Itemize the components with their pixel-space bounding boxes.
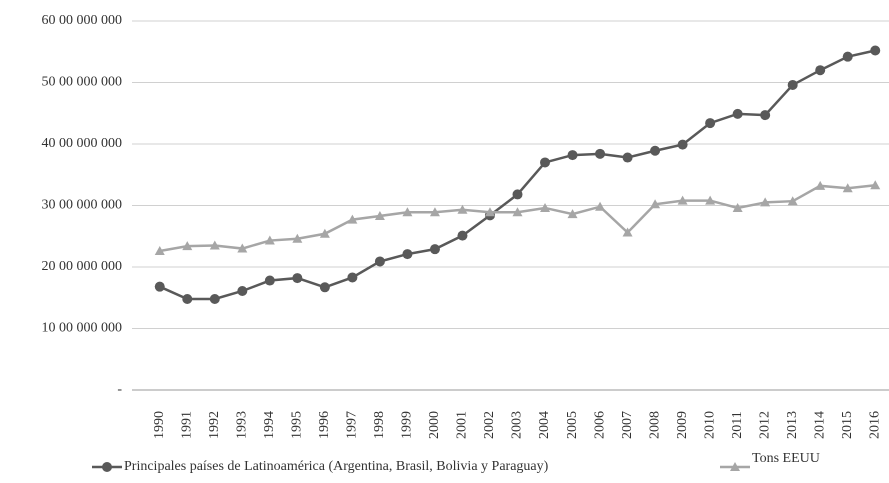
point [154, 281, 165, 292]
x-tick-label: 2006 [592, 411, 607, 439]
x-tick-label: 1990 [152, 411, 167, 439]
point [760, 110, 771, 121]
y-tick-label: 40 00 000 000 [42, 136, 123, 151]
point [292, 233, 303, 243]
y-tick-label: 50 00 000 000 [42, 75, 123, 90]
point [622, 227, 633, 237]
x-tick-label: 2016 [867, 411, 882, 439]
point [182, 293, 193, 304]
y-tick-label: 30 00 000 000 [42, 198, 123, 213]
point [512, 207, 523, 217]
point [540, 157, 551, 168]
point [650, 199, 661, 209]
y-tick-label: 10 00 000 000 [42, 321, 123, 336]
point [705, 195, 716, 205]
point [457, 204, 468, 214]
point [347, 272, 358, 283]
point [209, 240, 220, 250]
point [429, 244, 440, 255]
point [870, 180, 881, 190]
point [374, 256, 385, 267]
x-tick-label: 2013 [785, 411, 800, 439]
point [154, 246, 165, 256]
x-tick-label: 1997 [345, 411, 360, 439]
legend-marker [102, 462, 112, 472]
x-tick-label: 2010 [702, 411, 717, 439]
x-tick-label: 2003 [510, 411, 525, 439]
point [402, 249, 413, 260]
point [292, 273, 303, 284]
point [732, 108, 743, 119]
x-tick-label: 2002 [482, 411, 497, 439]
x-tick-label: 2005 [565, 411, 580, 439]
x-tick-label: 2007 [620, 411, 635, 439]
x-tick-label: 2009 [675, 411, 690, 439]
x-tick-label: 2000 [427, 411, 442, 439]
x-tick-label: 2008 [647, 411, 662, 439]
point [622, 152, 633, 163]
x-tick-label: 2015 [840, 411, 855, 439]
y-tick-label: 60 00 000 000 [42, 13, 123, 28]
point [237, 243, 248, 253]
point [264, 275, 275, 286]
point [567, 150, 578, 161]
x-tick-label: 2004 [537, 411, 552, 439]
x-tick-label: 1999 [400, 411, 415, 439]
x-tick-label: 1998 [372, 411, 387, 439]
point [677, 139, 688, 150]
point [787, 79, 798, 90]
y-tick-label: - [117, 382, 122, 397]
point [484, 207, 495, 217]
point [705, 118, 716, 129]
point [457, 230, 468, 241]
x-tick-label: 2012 [757, 411, 772, 439]
point [567, 209, 578, 219]
point [787, 196, 798, 206]
point [347, 214, 358, 224]
x-tick-label: 2014 [812, 411, 827, 439]
point [374, 210, 385, 220]
point [402, 207, 413, 217]
point [842, 51, 853, 62]
point [595, 201, 606, 211]
x-tick-label: 1993 [235, 411, 250, 439]
point [319, 282, 330, 293]
point [209, 293, 220, 304]
point [429, 207, 440, 217]
y-tick-label: 20 00 000 000 [42, 259, 123, 274]
point [677, 195, 688, 205]
point [815, 65, 826, 76]
point [815, 180, 826, 190]
point [237, 285, 248, 296]
point [760, 197, 771, 207]
x-tick-label: 1992 [207, 411, 222, 439]
x-tick-label: 1991 [179, 411, 194, 439]
point [732, 202, 743, 212]
legend-marker [730, 462, 740, 471]
point [540, 202, 551, 212]
point [650, 145, 661, 156]
point [182, 241, 193, 251]
point [870, 45, 881, 56]
x-tick-label: 2011 [730, 411, 745, 438]
point [842, 183, 853, 193]
legend-label: Principales países de Latinoamérica (Arg… [124, 459, 549, 474]
x-tick-label: 1995 [290, 411, 305, 439]
point [512, 189, 523, 200]
line [159, 49, 876, 301]
point [319, 228, 330, 238]
legend-label: Tons EEUU [752, 451, 820, 466]
point [264, 235, 275, 245]
x-tick-label: 1994 [262, 411, 277, 439]
x-tick-label: 2001 [455, 411, 470, 439]
point [595, 148, 606, 159]
x-tick-label: 1996 [317, 411, 332, 439]
